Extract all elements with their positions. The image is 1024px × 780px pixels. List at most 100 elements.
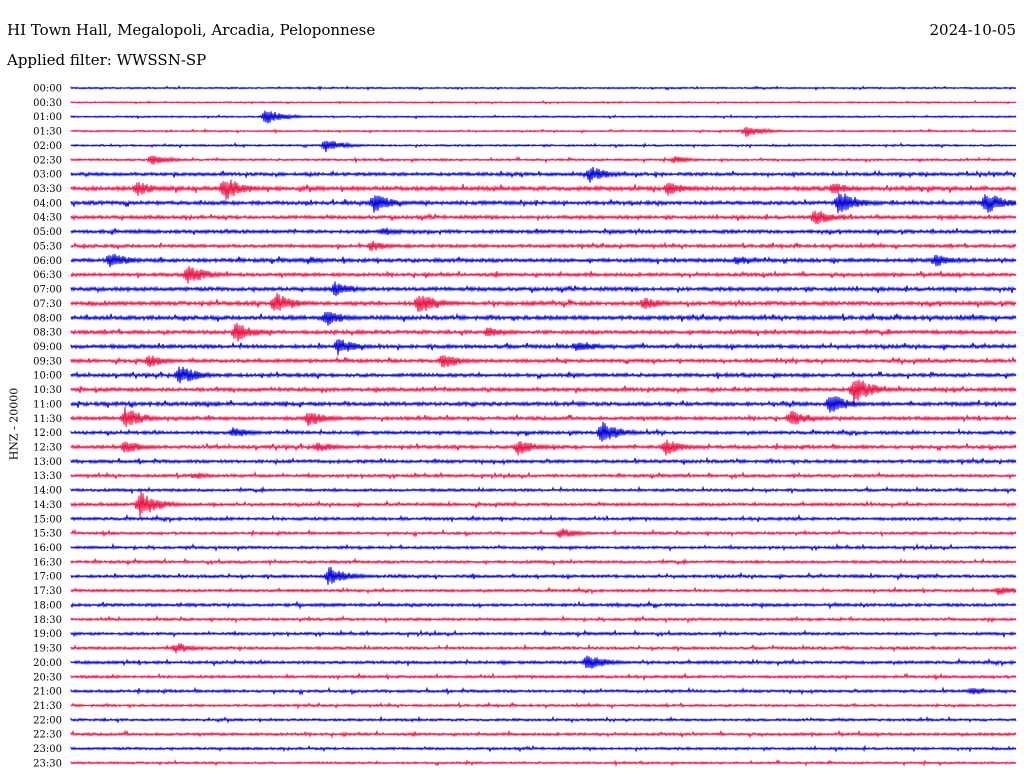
seismic-trace-line [70, 227, 1017, 236]
time-tick-label: 05:00 [33, 227, 62, 238]
time-tick-label: 08:00 [33, 313, 62, 324]
seismic-trace-line [70, 759, 1017, 768]
time-tick-label: 07:30 [33, 299, 62, 310]
time-tick-label: 02:00 [33, 141, 62, 152]
seismic-trace-line [70, 421, 1017, 442]
time-tick-label: 06:00 [33, 256, 62, 267]
seismic-trace-line [70, 701, 1017, 710]
time-tick-label: 12:30 [33, 443, 62, 454]
seismic-trace-line [70, 439, 1017, 456]
seismic-trace-line [70, 322, 1017, 342]
time-tick-label: 15:00 [33, 514, 62, 525]
time-tick-label: 03:00 [33, 170, 62, 181]
time-tick-label: 10:00 [33, 371, 62, 382]
seismic-trace-line [70, 542, 1017, 553]
time-tick-label: 01:00 [33, 112, 62, 123]
seismic-trace-line [70, 557, 1017, 567]
seismic-trace-line [70, 585, 1017, 596]
seismic-trace-line [70, 643, 1017, 654]
seismic-trace-line [70, 628, 1017, 639]
time-tick-label: 17:30 [33, 586, 62, 597]
seismic-trace-line [70, 406, 1017, 428]
time-tick-label: 09:30 [33, 356, 62, 367]
seismic-trace-line [70, 140, 1017, 153]
seismic-trace-line [70, 355, 1017, 368]
time-tick-label: 11:30 [33, 414, 62, 425]
seismic-trace-line [70, 281, 1017, 297]
time-tick-label: 23:30 [33, 758, 62, 769]
time-tick-label: 02:30 [33, 155, 62, 166]
time-tick-label: 00:00 [33, 84, 62, 95]
time-tick-label: 09:00 [33, 342, 62, 353]
time-tick-label: 20:00 [33, 658, 62, 669]
time-tick-label: 15:30 [33, 529, 62, 540]
time-tick-label: 11:00 [33, 399, 62, 410]
time-tick-label: 21:00 [33, 687, 62, 698]
time-tick-label: 04:00 [33, 198, 62, 209]
seismic-trace-line [70, 744, 1017, 753]
seismic-trace-line [70, 672, 1017, 682]
time-tick-label: 13:30 [33, 471, 62, 482]
seismic-trace-line [70, 166, 1017, 183]
seismic-trace-line [70, 485, 1017, 495]
time-tick-label: 14:30 [33, 500, 62, 511]
seismic-trace-line [70, 729, 1017, 739]
seismic-trace-line [70, 470, 1017, 481]
seismic-trace-line [70, 240, 1017, 252]
time-tick-label: 18:00 [33, 600, 62, 611]
time-tick-label: 23:00 [33, 744, 62, 755]
seismic-trace-line [70, 614, 1017, 624]
seismic-trace-line [70, 366, 1017, 384]
seismic-trace-line [70, 155, 1017, 165]
time-tick-label: 04:30 [33, 213, 62, 224]
seismic-trace-line [70, 210, 1017, 225]
time-tick-label: 03:30 [33, 184, 62, 195]
seismic-trace-line [70, 566, 1017, 585]
seismic-trace-line [70, 379, 1017, 405]
seismic-trace-line [70, 528, 1017, 539]
seismic-trace-line [70, 179, 1017, 200]
seismic-trace-line [70, 491, 1017, 518]
time-tick-label: 14:00 [33, 486, 62, 497]
seismic-trace-line [70, 396, 1017, 413]
seismic-trace-line [70, 655, 1017, 669]
seismic-trace-line [70, 456, 1017, 466]
seismic-trace-line [70, 311, 1017, 326]
trace-group [70, 85, 1017, 768]
time-tick-label: 05:30 [33, 241, 62, 252]
time-tick-label: 08:30 [33, 328, 62, 339]
seismic-trace-line [70, 715, 1017, 724]
seismic-trace-line [70, 266, 1017, 284]
time-tick-label: 17:00 [33, 572, 62, 583]
time-tick-label: 16:00 [33, 543, 62, 554]
time-tick-label: 12:00 [33, 428, 62, 439]
time-tick-label: 22:30 [33, 730, 62, 741]
seismic-trace-line [70, 99, 1017, 105]
time-tick-label: 07:00 [33, 285, 62, 296]
station-title: HI Town Hall, Megalopoli, Arcadia, Pelop… [7, 21, 376, 39]
time-tick-label: 19:30 [33, 644, 62, 655]
seismic-trace-line [70, 600, 1017, 610]
seismic-trace-line [70, 339, 1017, 356]
time-tick-label: 10:30 [33, 385, 62, 396]
time-tick-label: 00:30 [33, 98, 62, 109]
time-tick-labels: 00:00 00:30 01:00 01:30 02:00 02:30 03:00 03:30… [33, 84, 62, 770]
time-tick-label: 21:30 [33, 701, 62, 712]
seismic-trace-line [70, 292, 1017, 312]
time-tick-label: 16:30 [33, 557, 62, 568]
time-tick-label: 01:30 [33, 127, 62, 138]
record-date: 2024-10-05 [929, 21, 1016, 39]
seismic-trace-line [70, 126, 1017, 137]
time-tick-label: 13:00 [33, 457, 62, 468]
time-tick-label: 22:00 [33, 715, 62, 726]
seismic-trace-line [70, 193, 1017, 214]
time-tick-label: 20:30 [33, 672, 62, 683]
seismic-trace-line [70, 85, 1017, 91]
seismic-trace-line [70, 253, 1017, 268]
seismic-trace-line [70, 686, 1017, 696]
filter-label: Applied filter: WWSSN-SP [7, 51, 207, 69]
seismic-trace-line [70, 110, 1017, 124]
time-tick-label: 06:30 [33, 270, 62, 281]
time-tick-label: 18:30 [33, 615, 62, 626]
